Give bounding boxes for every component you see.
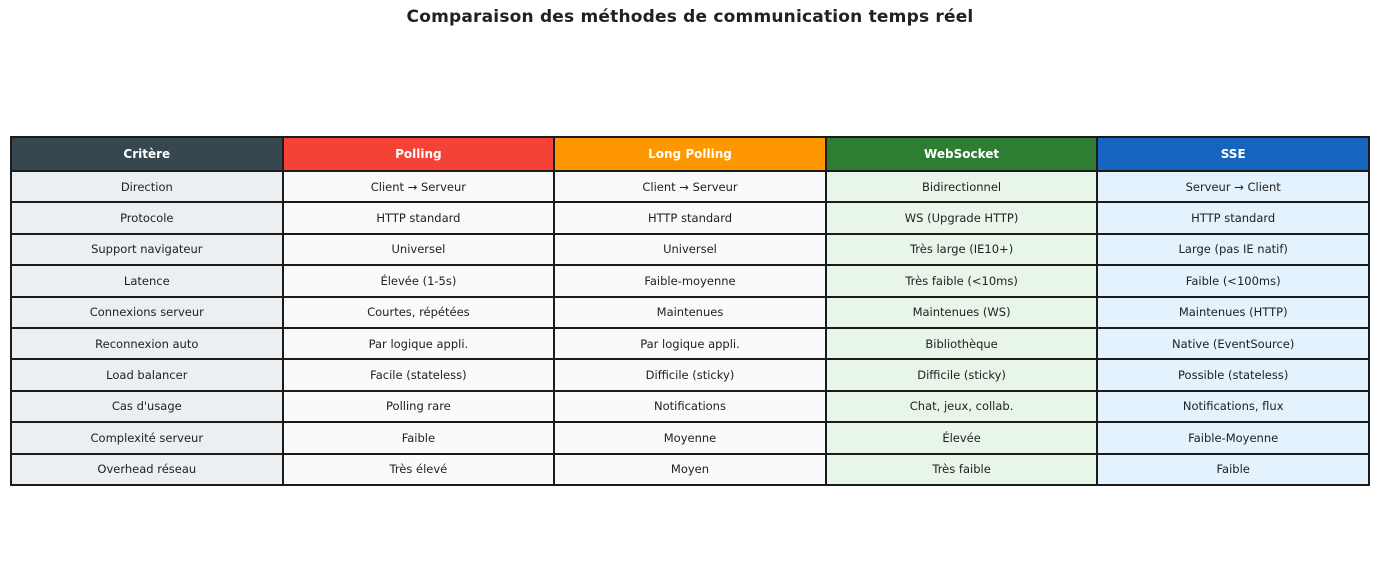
table-row: Reconnexion auto Par logique appli. Par … xyxy=(10,326,1370,361)
table-cell: Courtes, répétées xyxy=(281,295,556,329)
table-cell: Facile (stateless) xyxy=(281,358,556,392)
table-row: Support navigateur Universel Universel T… xyxy=(10,232,1370,267)
criterion-cell: Connexions serveur xyxy=(10,295,284,329)
table-row: Cas d'usage Polling rare Notifications C… xyxy=(10,389,1370,424)
table-cell: Maintenues (HTTP) xyxy=(1096,295,1370,329)
comparison-table: Critère Polling Long Polling WebSocket S… xyxy=(10,136,1370,487)
table-cell: Par logique appli. xyxy=(553,326,827,361)
table-cell: Élevée (1-5s) xyxy=(281,264,556,298)
table-cell: Serveur → Client xyxy=(1096,169,1370,204)
table-cell: Bibliothèque xyxy=(824,326,1099,361)
table-cell: Maintenues xyxy=(553,295,827,329)
criterion-cell: Cas d'usage xyxy=(10,389,284,424)
table-cell: Élevée xyxy=(824,421,1099,455)
header-cell-websocket: WebSocket xyxy=(824,136,1099,172)
criterion-cell: Latence xyxy=(10,264,284,298)
table-cell: Universel xyxy=(553,232,827,267)
table-cell: Bidirectionnel xyxy=(824,169,1099,204)
table-cell: Faible xyxy=(1096,452,1370,487)
header-cell-long-polling: Long Polling xyxy=(553,136,827,172)
criterion-cell: Support navigateur xyxy=(10,232,284,267)
table-cell: Très faible xyxy=(824,452,1099,487)
criterion-cell: Direction xyxy=(10,169,284,204)
table-cell: Possible (stateless) xyxy=(1096,358,1370,392)
table-cell: Faible (<100ms) xyxy=(1096,264,1370,298)
table-row: Load balancer Facile (stateless) Diffici… xyxy=(10,358,1370,392)
table-cell: Chat, jeux, collab. xyxy=(824,389,1099,424)
criterion-cell: Load balancer xyxy=(10,358,284,392)
table-cell: Faible xyxy=(281,421,556,455)
header-cell-critere: Critère xyxy=(10,136,284,172)
table-cell: Notifications, flux xyxy=(1096,389,1370,424)
table-cell: Très large (IE10+) xyxy=(824,232,1099,267)
table-row: Protocole HTTP standard HTTP standard WS… xyxy=(10,201,1370,235)
table-cell: Client → Serveur xyxy=(553,169,827,204)
table-cell: WS (Upgrade HTTP) xyxy=(824,201,1099,235)
table-cell: Faible-Moyenne xyxy=(1096,421,1370,455)
table-cell: Moyenne xyxy=(553,421,827,455)
header-cell-polling: Polling xyxy=(281,136,556,172)
criterion-cell: Overhead réseau xyxy=(10,452,284,487)
criterion-cell: Protocole xyxy=(10,201,284,235)
table-cell: Moyen xyxy=(553,452,827,487)
table-cell: Difficile (sticky) xyxy=(553,358,827,392)
table-cell: Notifications xyxy=(553,389,827,424)
table-row: Complexité serveur Faible Moyenne Élevée… xyxy=(10,421,1370,455)
header-row: Critère Polling Long Polling WebSocket S… xyxy=(10,136,1370,172)
table-cell: Client → Serveur xyxy=(281,169,556,204)
table-cell: Difficile (sticky) xyxy=(824,358,1099,392)
table-row: Direction Client → Serveur Client → Serv… xyxy=(10,169,1370,204)
page-title: Comparaison des méthodes de communicatio… xyxy=(406,7,974,27)
table-cell: Large (pas IE natif) xyxy=(1096,232,1370,267)
table-cell: HTTP standard xyxy=(1096,201,1370,235)
table-row: Overhead réseau Très élevé Moyen Très fa… xyxy=(10,452,1370,487)
table-cell: Par logique appli. xyxy=(281,326,556,361)
table-cell: Très élevé xyxy=(281,452,556,487)
criterion-cell: Reconnexion auto xyxy=(10,326,284,361)
criterion-cell: Complexité serveur xyxy=(10,421,284,455)
header-cell-sse: SSE xyxy=(1096,136,1370,172)
table-cell: Maintenues (WS) xyxy=(824,295,1099,329)
table-cell: Faible-moyenne xyxy=(553,264,827,298)
table-cell: HTTP standard xyxy=(553,201,827,235)
table-cell: Polling rare xyxy=(281,389,556,424)
table-cell: Très faible (<10ms) xyxy=(824,264,1099,298)
table-cell: Native (EventSource) xyxy=(1096,326,1370,361)
table-row: Connexions serveur Courtes, répétées Mai… xyxy=(10,295,1370,329)
table-cell: HTTP standard xyxy=(281,201,556,235)
table-row: Latence Élevée (1-5s) Faible-moyenne Trè… xyxy=(10,264,1370,298)
table-cell: Universel xyxy=(281,232,556,267)
